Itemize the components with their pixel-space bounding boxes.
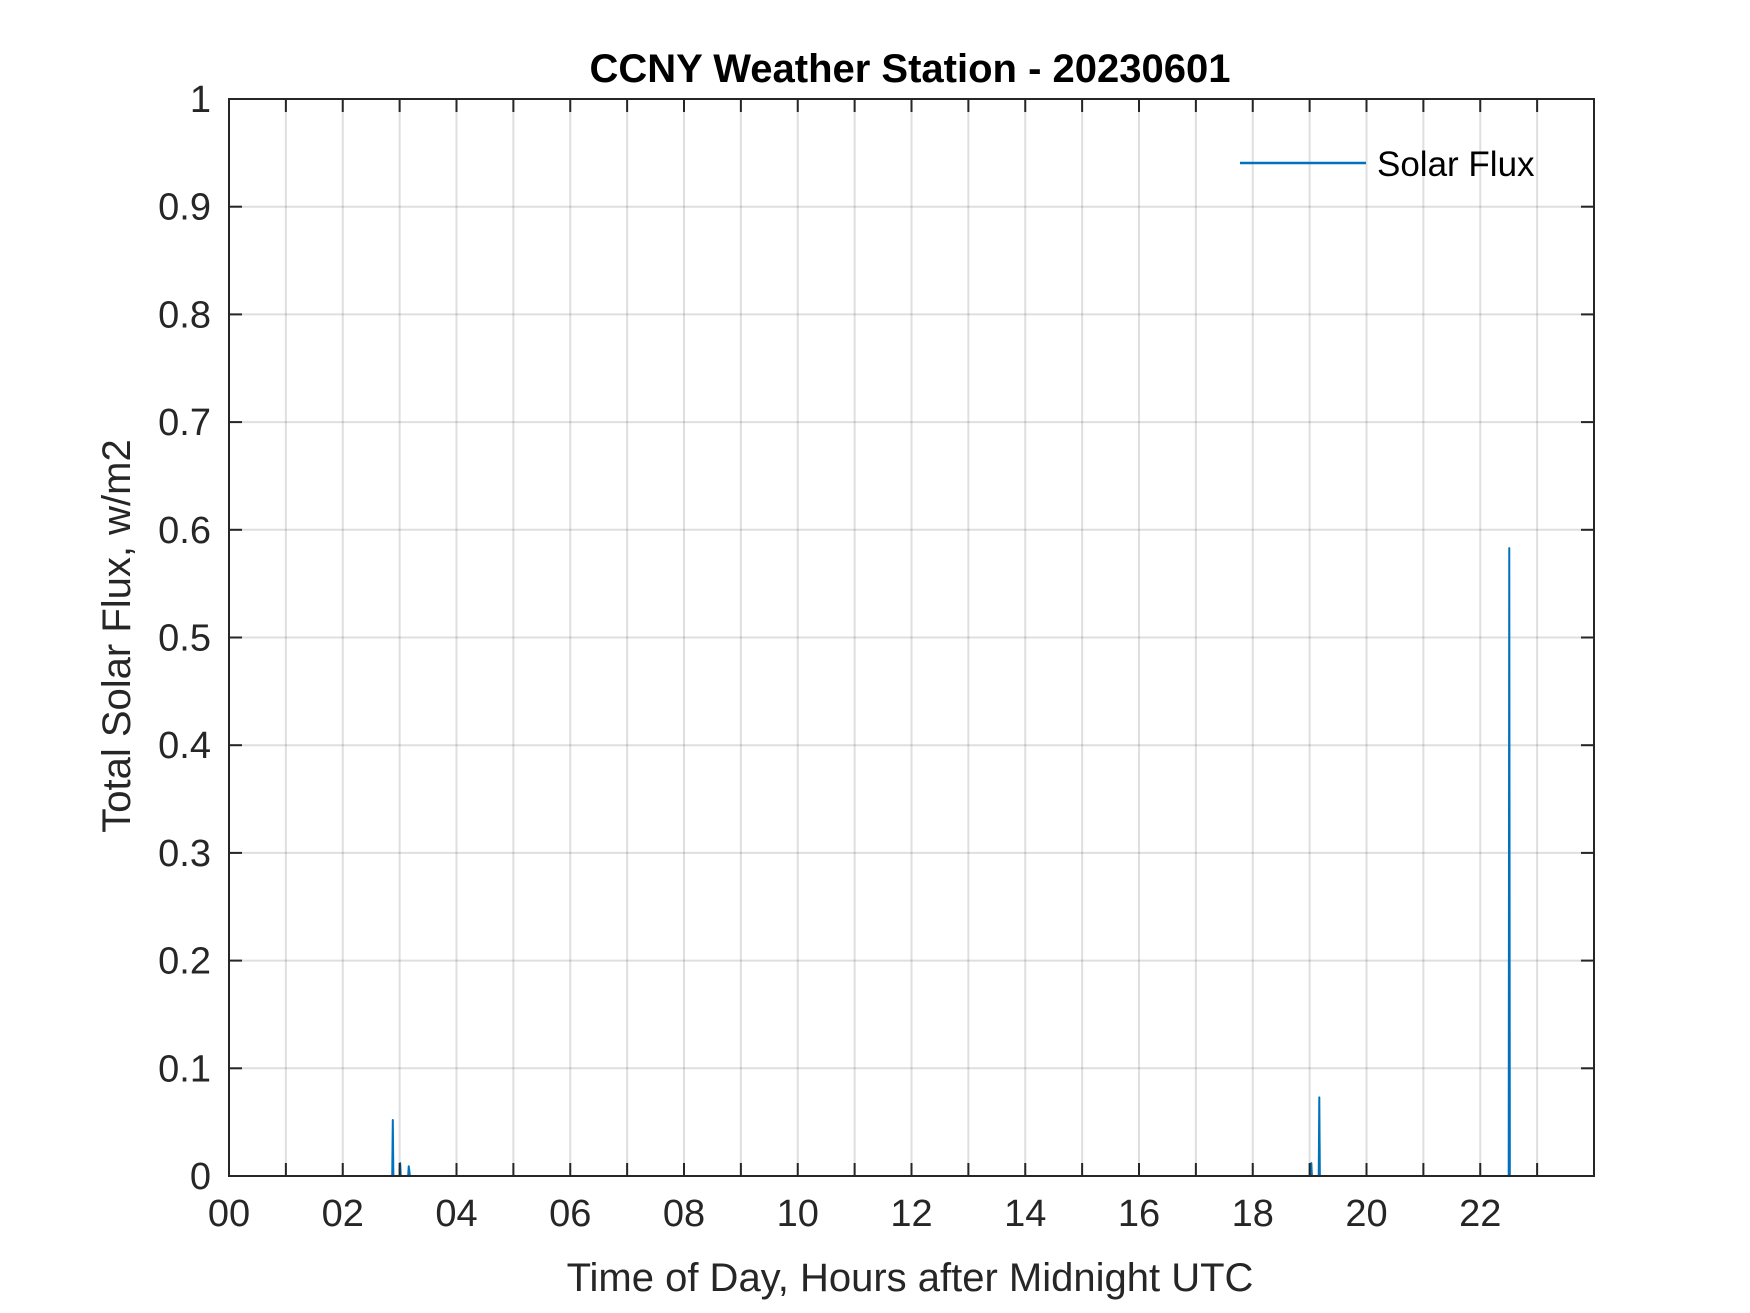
x-tick-label: 00 — [208, 1193, 250, 1235]
y-tick-label: 0.6 — [158, 510, 211, 552]
x-tick-label: 18 — [1232, 1193, 1274, 1235]
tick-marks — [228, 98, 1594, 1177]
y-axis-label: Total Solar Flux, w/m2 — [95, 439, 139, 832]
y-tick-label: 0.9 — [158, 187, 211, 229]
y-tick-label: 0 — [190, 1156, 211, 1198]
x-axis-label: Time of Day, Hours after Midnight UTC — [567, 1256, 1254, 1300]
y-tick-labels: 0 0.1 0.2 0.3 0.4 0.5 0.6 0.7 0.8 0.9 1 — [158, 79, 211, 1198]
x-tick-label: 22 — [1459, 1193, 1501, 1235]
x-tick-label: 04 — [435, 1193, 477, 1235]
y-tick-label: 0.2 — [158, 941, 211, 983]
x-tick-labels: 00 02 04 06 08 10 12 14 16 18 20 22 — [208, 1193, 1502, 1235]
x-tick-label: 08 — [663, 1193, 705, 1235]
y-tick-label: 0.8 — [158, 294, 211, 336]
x-tick-label: 14 — [1004, 1193, 1046, 1235]
y-tick-label: 1 — [190, 79, 211, 121]
plot-area — [229, 99, 1594, 1176]
y-tick-label: 0.4 — [158, 725, 211, 767]
chart-title: CCNY Weather Station - 20230601 — [590, 47, 1231, 91]
x-tick-label: 06 — [549, 1193, 591, 1235]
legend: Solar Flux — [1240, 145, 1535, 184]
y-tick-label: 0.7 — [158, 402, 211, 444]
y-tick-label: 0.1 — [158, 1048, 211, 1090]
x-tick-label: 16 — [1118, 1193, 1160, 1235]
legend-label-solar-flux: Solar Flux — [1377, 145, 1535, 184]
x-tick-label: 12 — [890, 1193, 932, 1235]
x-tick-label: 20 — [1345, 1193, 1387, 1235]
y-tick-label: 0.5 — [158, 618, 211, 660]
y-tick-label: 0.3 — [158, 833, 211, 875]
x-tick-label: 02 — [322, 1193, 364, 1235]
x-tick-label: 10 — [777, 1193, 819, 1235]
